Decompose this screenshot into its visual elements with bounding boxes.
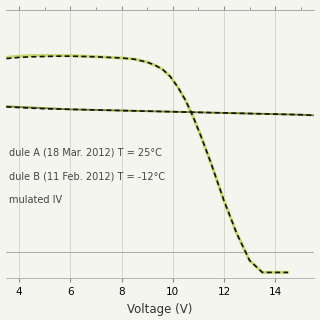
Text: dule B (11 Feb. 2012) T = -12°C: dule B (11 Feb. 2012) T = -12°C <box>10 171 165 181</box>
Text: dule A (18 Mar. 2012) T = 25°C: dule A (18 Mar. 2012) T = 25°C <box>10 147 162 157</box>
Text: mulated IV: mulated IV <box>10 196 63 205</box>
X-axis label: Voltage (V): Voltage (V) <box>127 303 193 316</box>
